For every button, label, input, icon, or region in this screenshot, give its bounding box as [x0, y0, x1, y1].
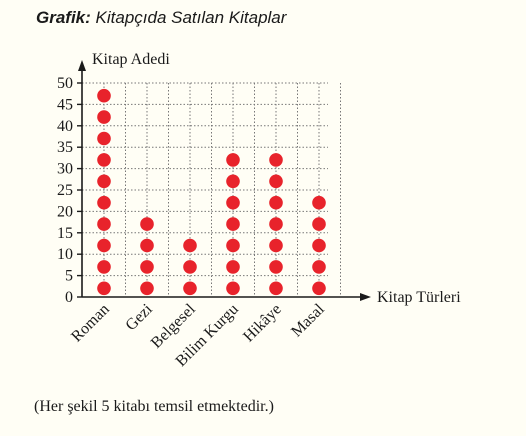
y-tick-labels: 0 5 10 15 20 25 30 35 40 45 50	[57, 75, 73, 306]
pictograph-dot	[97, 88, 111, 103]
x-axis-label: Kitap Türleri	[377, 289, 461, 306]
pictograph-dot	[140, 238, 154, 253]
x-tick-label: Hikâye	[240, 301, 285, 346]
y-tick-label: 10	[57, 246, 73, 263]
pictograph-dot	[226, 238, 240, 253]
x-tick-label: Masal	[288, 300, 328, 340]
pictograph-dot	[97, 195, 111, 210]
pictograph-dot	[97, 281, 111, 296]
y-tick-label: 30	[57, 161, 73, 178]
pictograph-dot	[97, 174, 111, 189]
y-axis-arrow	[78, 60, 86, 71]
pictograph-dot	[269, 195, 283, 210]
pictograph-dot	[269, 217, 283, 231]
x-tick-label: Gezi	[122, 300, 156, 334]
pictograph-dot	[312, 281, 326, 296]
y-tick-label: 0	[65, 289, 73, 306]
x-tick-label: Roman	[68, 301, 113, 346]
chart-title-label: Grafik:	[36, 8, 91, 27]
pictograph-dot	[269, 174, 283, 189]
chart-title: Grafik: Kitapçıda Satılan Kitaplar	[36, 8, 286, 28]
pictograph-dot	[312, 238, 326, 253]
pictograph-dot	[140, 281, 154, 296]
pictograph-dot	[226, 217, 240, 231]
pictograph-dot	[269, 238, 283, 253]
pictograph-dot	[97, 110, 111, 124]
pictograph-dot	[183, 281, 197, 296]
x-axis-arrow	[360, 293, 371, 301]
pictograph-dot	[269, 153, 283, 167]
pictograph-dot	[140, 217, 154, 231]
y-tick-label: 35	[57, 139, 73, 156]
pictograph-dot	[312, 195, 326, 210]
pictograph-dot	[226, 260, 240, 274]
pictograph-dot	[183, 260, 197, 274]
pictograph-dot	[97, 260, 111, 274]
pictograph-dot	[140, 260, 154, 274]
pictograph-dot	[97, 153, 111, 167]
y-tick-label: 20	[57, 203, 73, 220]
pictograph-dot	[269, 260, 283, 274]
pictograph-dot	[226, 281, 240, 296]
chart-title-text: Kitapçıda Satılan Kitaplar	[95, 8, 287, 27]
pictograph-dots	[97, 88, 326, 296]
pictograph-dot	[97, 238, 111, 253]
pictograph-dot	[97, 131, 111, 146]
axes: Kitap Adedi Kitap Türleri	[78, 51, 461, 306]
y-tick-label: 15	[57, 225, 73, 242]
pictograph-dot	[97, 217, 111, 231]
y-tick-label: 45	[57, 96, 73, 113]
grid-lines	[77, 82, 341, 298]
pictograph-dot	[226, 153, 240, 167]
pictograph-dot	[312, 260, 326, 274]
pictograph-dot	[226, 195, 240, 210]
chart-caption: (Her şekil 5 kitabı temsil etmektedir.)	[34, 398, 274, 415]
pictograph-dot	[226, 174, 240, 189]
y-tick-label: 25	[57, 182, 73, 199]
pictograph-dot	[183, 238, 197, 253]
y-axis-label: Kitap Adedi	[92, 51, 170, 68]
pictograph-dot	[312, 217, 326, 231]
pictograph-dot	[269, 281, 283, 296]
y-tick-label: 40	[57, 118, 73, 135]
y-tick-label: 50	[57, 75, 73, 92]
y-tick-label: 5	[65, 268, 73, 285]
